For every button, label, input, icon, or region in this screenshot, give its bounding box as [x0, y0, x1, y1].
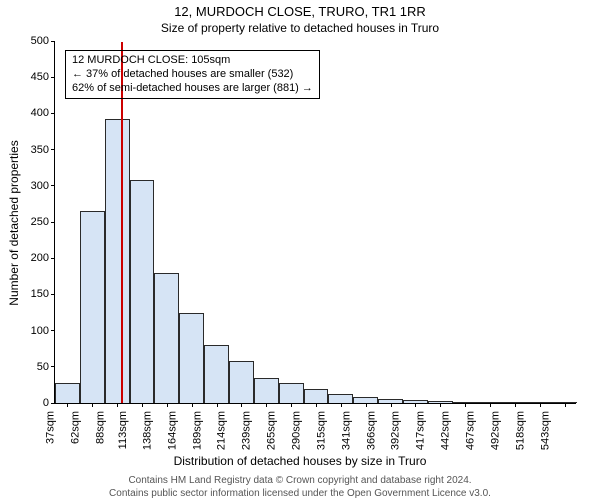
xtick-mark: [241, 403, 242, 407]
ytick-label: 400: [31, 107, 49, 119]
xtick-mark: [341, 403, 342, 407]
xtick-label: 189sqm: [191, 411, 203, 450]
ytick-label: 50: [37, 361, 49, 373]
xtick-label: 492sqm: [489, 411, 501, 450]
xtick-mark: [440, 403, 441, 407]
xtick-label: 265sqm: [266, 411, 278, 450]
xtick-label: 239sqm: [241, 411, 253, 450]
ytick-mark: [51, 149, 55, 150]
xtick-mark: [291, 403, 292, 407]
annotation-line: 62% of semi-detached houses are larger (…: [72, 82, 313, 96]
footer-attribution: Contains HM Land Registry data © Crown c…: [0, 474, 600, 500]
ytick-label: 500: [31, 35, 49, 47]
histogram-bar: [304, 389, 329, 403]
xtick-label: 392sqm: [390, 411, 402, 450]
xtick-mark: [167, 403, 168, 407]
ytick-label: 350: [31, 144, 49, 156]
ytick-mark: [51, 258, 55, 259]
histogram-bar: [105, 119, 130, 403]
xtick-label: 315sqm: [315, 411, 327, 450]
xtick-mark: [490, 403, 491, 407]
ytick-label: 200: [31, 252, 49, 264]
histogram-bar: [279, 383, 304, 403]
ytick-mark: [51, 185, 55, 186]
xtick-label: 518sqm: [514, 411, 526, 450]
histogram-bar: [204, 345, 229, 403]
xtick-mark: [217, 403, 218, 407]
histogram-bar: [229, 361, 254, 403]
x-axis-label: Distribution of detached houses by size …: [0, 454, 600, 468]
xtick-label: 366sqm: [365, 411, 377, 450]
xtick-label: 417sqm: [415, 411, 427, 450]
ytick-mark: [51, 41, 55, 42]
histogram-bar: [328, 394, 353, 403]
ytick-mark: [51, 77, 55, 78]
xtick-label: 37sqm: [45, 411, 57, 444]
plot-area: 05010015020025030035040045050037sqm62sqm…: [54, 42, 576, 404]
histogram-bar: [254, 378, 279, 403]
xtick-mark: [192, 403, 193, 407]
annotation-line: 12 MURDOCH CLOSE: 105sqm: [72, 54, 313, 68]
ytick-mark: [51, 366, 55, 367]
xtick-mark: [540, 403, 541, 407]
xtick-label: 341sqm: [340, 411, 352, 450]
xtick-label: 138sqm: [141, 411, 153, 450]
annotation-box: 12 MURDOCH CLOSE: 105sqm ← 37% of detach…: [65, 50, 320, 99]
xtick-mark: [415, 403, 416, 407]
chart-subtitle: Size of property relative to detached ho…: [0, 21, 600, 35]
ytick-mark: [51, 113, 55, 114]
xtick-label: 214sqm: [216, 411, 228, 450]
histogram-bar: [179, 313, 204, 404]
ytick-label: 150: [31, 288, 49, 300]
ytick-label: 250: [31, 216, 49, 228]
xtick-mark: [92, 403, 93, 407]
histogram-bar: [55, 383, 80, 403]
xtick-label: 442sqm: [440, 411, 452, 450]
xtick-mark: [117, 403, 118, 407]
xtick-mark: [142, 403, 143, 407]
xtick-label: 543sqm: [539, 411, 551, 450]
xtick-mark: [391, 403, 392, 407]
annotation-line: ← 37% of detached houses are smaller (53…: [72, 68, 313, 82]
xtick-label: 467sqm: [464, 411, 476, 450]
xtick-mark: [465, 403, 466, 407]
histogram-bar: [130, 180, 155, 403]
footer-line: Contains HM Land Registry data © Crown c…: [0, 474, 600, 487]
xtick-label: 290sqm: [290, 411, 302, 450]
histogram-bar: [154, 273, 179, 403]
xtick-mark: [67, 403, 68, 407]
ytick-label: 100: [31, 325, 49, 337]
y-axis-label: Number of detached properties: [7, 140, 21, 305]
xtick-label: 62sqm: [70, 411, 82, 444]
xtick-label: 88sqm: [95, 411, 107, 444]
ytick-mark: [51, 222, 55, 223]
ytick-mark: [51, 294, 55, 295]
xtick-mark: [515, 403, 516, 407]
chart-title: 12, MURDOCH CLOSE, TRURO, TR1 1RR: [0, 4, 600, 19]
ytick-label: 0: [43, 397, 49, 409]
ytick-label: 450: [31, 71, 49, 83]
ytick-mark: [51, 330, 55, 331]
histogram-bar: [80, 211, 105, 403]
footer-line: Contains public sector information licen…: [0, 487, 600, 500]
xtick-label: 113sqm: [117, 411, 129, 449]
xtick-mark: [266, 403, 267, 407]
xtick-mark: [366, 403, 367, 407]
xtick-mark: [565, 403, 566, 407]
ytick-label: 300: [31, 180, 49, 192]
xtick-mark: [316, 403, 317, 407]
xtick-label: 164sqm: [166, 411, 178, 450]
